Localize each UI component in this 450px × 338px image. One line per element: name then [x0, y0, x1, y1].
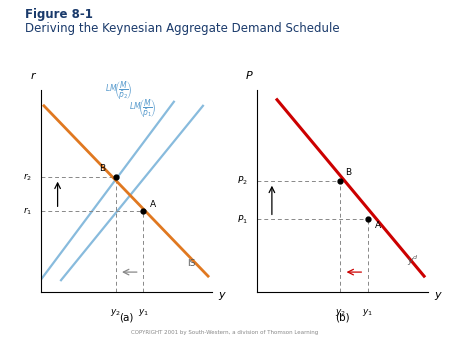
Text: $r_2$: $r_2$: [23, 171, 32, 183]
Text: B: B: [346, 168, 351, 177]
Text: COPYRIGHT 2001 by South-Western, a division of Thomson Learning: COPYRIGHT 2001 by South-Western, a divis…: [131, 330, 319, 335]
Text: $y_1$: $y_1$: [362, 307, 373, 318]
Text: $P_2$: $P_2$: [237, 175, 248, 187]
Text: B: B: [99, 164, 105, 173]
Text: $r_1$: $r_1$: [23, 206, 32, 217]
Text: $y_1$: $y_1$: [138, 307, 148, 318]
Text: A: A: [374, 221, 381, 231]
Text: $y$: $y$: [218, 290, 227, 303]
Text: (b): (b): [335, 313, 349, 323]
Text: (a): (a): [119, 313, 133, 323]
Text: Figure 8-1: Figure 8-1: [25, 8, 93, 21]
Text: $LM\!\left(\!\dfrac{M}{\bar{p}_1}\!\right)$: $LM\!\left(\!\dfrac{M}{\bar{p}_1}\!\righ…: [130, 98, 157, 120]
Text: $y$: $y$: [434, 290, 443, 303]
Text: $P$: $P$: [245, 69, 254, 81]
Text: IS: IS: [188, 259, 196, 268]
Text: A: A: [150, 200, 156, 209]
Text: Deriving the Keynesian Aggregate Demand Schedule: Deriving the Keynesian Aggregate Demand …: [25, 22, 339, 35]
Text: $LM\!\left(\!\dfrac{M}{\bar{p}_2}\!\right)$: $LM\!\left(\!\dfrac{M}{\bar{p}_2}\!\righ…: [105, 80, 133, 102]
Text: $P_1$: $P_1$: [237, 213, 248, 225]
Text: $y^d$: $y^d$: [407, 254, 419, 268]
Text: $r$: $r$: [30, 70, 37, 81]
Text: $y_2$: $y_2$: [335, 307, 346, 318]
Text: $y_2$: $y_2$: [110, 307, 121, 318]
